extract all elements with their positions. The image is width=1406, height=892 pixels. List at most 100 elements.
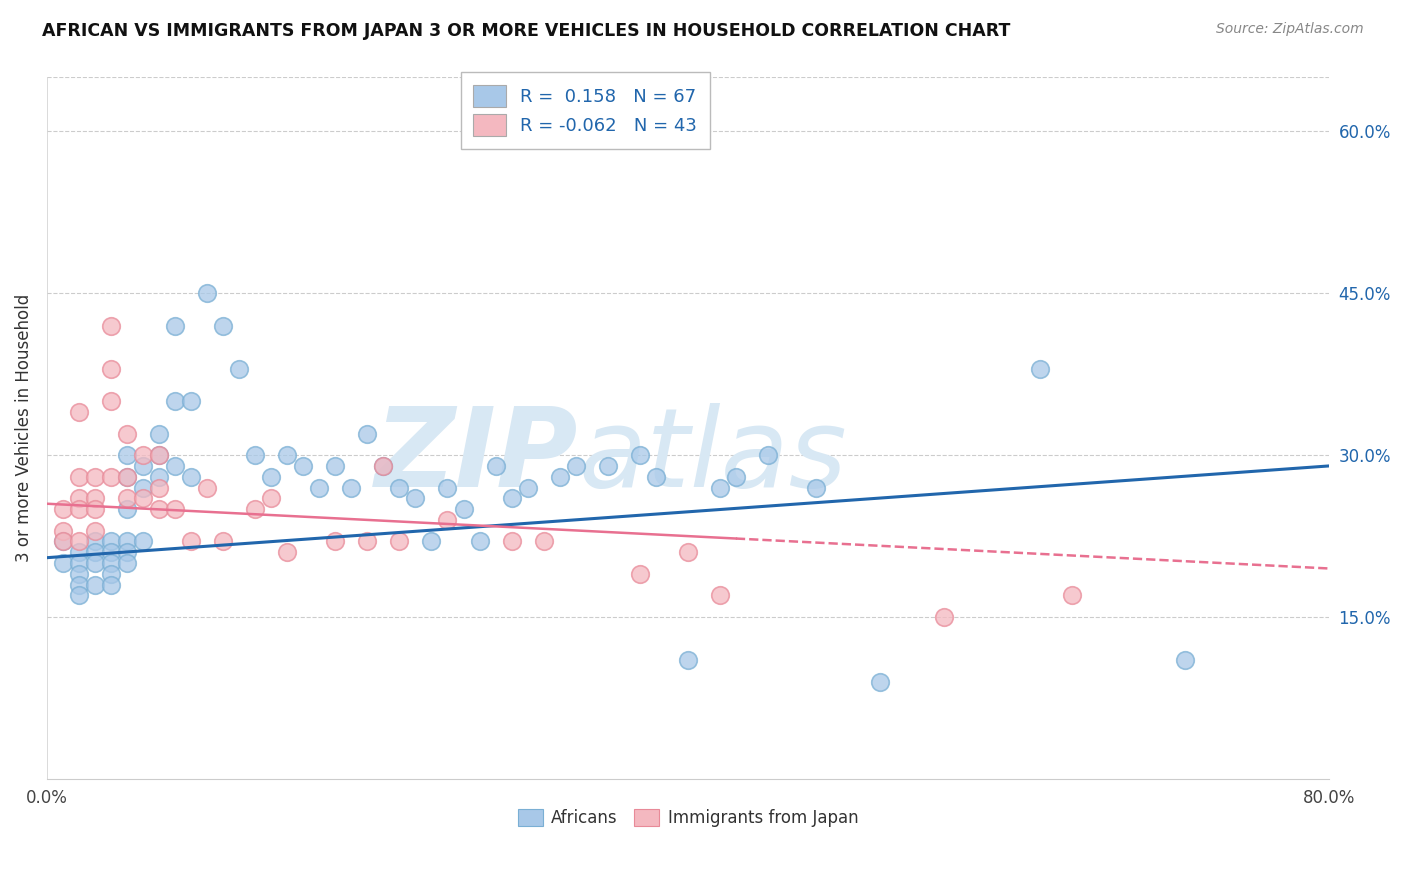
Point: [165, 502, 187, 516]
Point: [84, 545, 107, 559]
Point: [676, 545, 699, 559]
Point: [115, 534, 138, 549]
Point: [148, 481, 170, 495]
Point: [165, 458, 187, 473]
Point: [84, 502, 107, 516]
Text: atlas: atlas: [579, 402, 848, 509]
Text: ZIP: ZIP: [375, 402, 579, 509]
Point: [148, 448, 170, 462]
Point: [533, 534, 555, 549]
Point: [388, 534, 411, 549]
Point: [84, 577, 107, 591]
Point: [52, 524, 75, 538]
Point: [67, 405, 90, 419]
Point: [100, 545, 122, 559]
Point: [869, 674, 891, 689]
Point: [100, 394, 122, 409]
Point: [67, 556, 90, 570]
Point: [100, 534, 122, 549]
Point: [67, 534, 90, 549]
Point: [165, 318, 187, 333]
Point: [564, 458, 586, 473]
Point: [148, 502, 170, 516]
Point: [115, 545, 138, 559]
Point: [84, 469, 107, 483]
Point: [548, 469, 571, 483]
Point: [132, 458, 155, 473]
Point: [212, 318, 235, 333]
Point: [52, 534, 75, 549]
Point: [180, 394, 202, 409]
Point: [308, 481, 330, 495]
Point: [245, 502, 267, 516]
Point: [245, 448, 267, 462]
Point: [501, 491, 523, 506]
Point: [180, 469, 202, 483]
Point: [100, 556, 122, 570]
Point: [356, 534, 378, 549]
Point: [373, 458, 395, 473]
Point: [596, 458, 619, 473]
Point: [100, 318, 122, 333]
Point: [52, 556, 75, 570]
Point: [132, 481, 155, 495]
Point: [516, 481, 538, 495]
Point: [52, 502, 75, 516]
Point: [148, 448, 170, 462]
Point: [356, 426, 378, 441]
Point: [132, 448, 155, 462]
Point: [195, 286, 218, 301]
Point: [453, 502, 475, 516]
Point: [67, 577, 90, 591]
Point: [67, 566, 90, 581]
Point: [628, 448, 651, 462]
Point: [756, 448, 779, 462]
Point: [292, 458, 315, 473]
Point: [67, 469, 90, 483]
Point: [804, 481, 827, 495]
Point: [100, 577, 122, 591]
Point: [501, 534, 523, 549]
Point: [228, 361, 250, 376]
Point: [468, 534, 491, 549]
Point: [100, 361, 122, 376]
Point: [1029, 361, 1052, 376]
Legend: Africans, Immigrants from Japan: Africans, Immigrants from Japan: [510, 802, 865, 834]
Point: [67, 491, 90, 506]
Point: [115, 556, 138, 570]
Point: [1062, 589, 1084, 603]
Point: [373, 458, 395, 473]
Point: [100, 566, 122, 581]
Point: [709, 589, 731, 603]
Point: [132, 491, 155, 506]
Point: [484, 458, 506, 473]
Point: [132, 534, 155, 549]
Point: [115, 426, 138, 441]
Point: [340, 481, 363, 495]
Point: [212, 534, 235, 549]
Point: [52, 534, 75, 549]
Point: [436, 481, 458, 495]
Text: Source: ZipAtlas.com: Source: ZipAtlas.com: [1216, 22, 1364, 37]
Point: [195, 481, 218, 495]
Point: [100, 469, 122, 483]
Point: [115, 448, 138, 462]
Point: [1174, 653, 1197, 667]
Point: [84, 534, 107, 549]
Y-axis label: 3 or more Vehicles in Household: 3 or more Vehicles in Household: [15, 294, 32, 562]
Point: [115, 491, 138, 506]
Point: [644, 469, 666, 483]
Point: [67, 589, 90, 603]
Point: [420, 534, 443, 549]
Point: [115, 502, 138, 516]
Point: [628, 566, 651, 581]
Point: [84, 491, 107, 506]
Point: [676, 653, 699, 667]
Point: [709, 481, 731, 495]
Point: [165, 394, 187, 409]
Point: [148, 426, 170, 441]
Point: [148, 469, 170, 483]
Point: [84, 524, 107, 538]
Point: [260, 469, 283, 483]
Point: [84, 556, 107, 570]
